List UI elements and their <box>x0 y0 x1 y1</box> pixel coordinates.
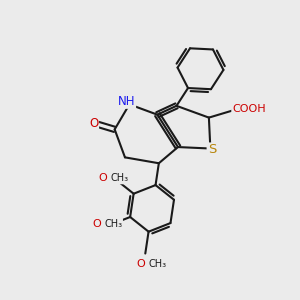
Text: O: O <box>89 116 98 130</box>
Text: S: S <box>208 143 216 157</box>
Text: CH₃: CH₃ <box>148 259 166 269</box>
Text: COOH: COOH <box>232 103 266 113</box>
Text: CH₃: CH₃ <box>104 219 122 229</box>
Text: CH₃: CH₃ <box>111 173 129 184</box>
Text: O: O <box>92 219 101 229</box>
Text: H: H <box>123 96 130 106</box>
Text: NH: NH <box>118 95 135 108</box>
Text: O: O <box>99 173 107 184</box>
Text: O: O <box>136 259 145 269</box>
